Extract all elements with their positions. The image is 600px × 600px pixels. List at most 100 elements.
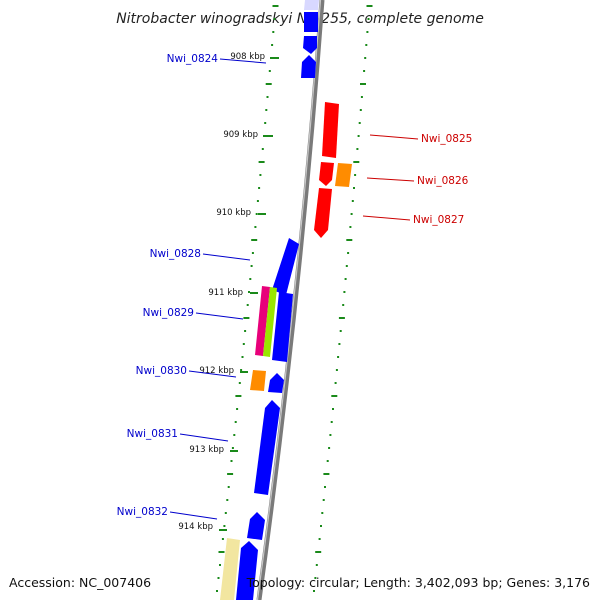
- outer-track-dot: [313, 590, 315, 592]
- gene-label-nwi-0826[interactable]: Nwi_0826: [417, 175, 469, 187]
- outer-track-dot: [321, 512, 324, 514]
- outer-track-dot: [330, 421, 333, 423]
- outer-track-dot: [338, 317, 345, 319]
- gene-feature-nwi-0828: [272, 238, 299, 295]
- scale-label-910: 910 kbp: [216, 208, 251, 218]
- outer-track-dot: [314, 577, 317, 579]
- inner-track-dot: [255, 213, 258, 215]
- inner-track-dot: [233, 434, 236, 436]
- inner-track-dot: [219, 564, 221, 566]
- outer-track-dot: [363, 70, 366, 72]
- inner-track-dot: [268, 70, 271, 72]
- outer-track-dot: [342, 304, 345, 306]
- inner-track-dot: [273, 18, 276, 20]
- outer-track-dot: [360, 96, 363, 98]
- inner-track-dot: [258, 187, 261, 189]
- outer-track-dot: [324, 486, 326, 488]
- inner-track-dot: [263, 135, 265, 137]
- outer-track-dot: [347, 252, 350, 254]
- outer-track-dot: [323, 473, 330, 475]
- gene-label-nwi-0827[interactable]: Nwi_0827: [413, 214, 464, 226]
- inner-track-dot: [218, 551, 225, 553]
- outer-track-dot: [335, 369, 338, 371]
- outer-track-dot: [364, 57, 367, 59]
- connector-nwi-0829: [195, 312, 244, 320]
- gene-feature: [304, 0, 319, 10]
- scale: 908 kbp 909 kbp 910 kbp 911 kbp 912 kbp …: [178, 52, 279, 532]
- outer-track-dot: [328, 447, 331, 449]
- gene-feature: [304, 12, 318, 32]
- inner-track-dot: [217, 577, 220, 579]
- gene-label-nwi-0832[interactable]: Nwi_0832: [117, 506, 168, 518]
- scale-label-914: 914 kbp: [178, 522, 213, 532]
- gene-feature-nwi-0827: [314, 188, 332, 238]
- inner-track-dot: [230, 460, 233, 462]
- feature-lime: [263, 287, 277, 357]
- inner-track-dot: [216, 590, 218, 592]
- inner-track-dot: [227, 486, 230, 488]
- gene-label-nwi-0831[interactable]: Nwi_0831: [127, 428, 178, 440]
- inner-track-dot: [265, 83, 272, 85]
- gene-label-nwi-0830[interactable]: Nwi_0830: [136, 365, 187, 377]
- gene-label-nwi-0829[interactable]: Nwi_0829: [143, 307, 194, 319]
- connector-nwi-0825: [369, 134, 419, 140]
- outer-track-dot: [351, 200, 354, 202]
- connector-nwi-0826: [366, 177, 415, 182]
- gene-feature-nwi-0831: [254, 400, 280, 495]
- gene-feature: [236, 541, 258, 600]
- feature-magenta: [255, 286, 270, 356]
- gene-label-nwi-0825[interactable]: Nwi_0825: [421, 133, 472, 145]
- inner-track-dot: [271, 44, 274, 46]
- scale-label-912: 912 kbp: [199, 366, 234, 376]
- inner-track-dot: [251, 252, 254, 254]
- gene-feature-nwi-0829: [272, 292, 293, 362]
- inner-track-dot: [248, 291, 250, 293]
- outer-track-dot: [358, 122, 361, 124]
- connector-nwi-0830: [188, 370, 237, 378]
- inner-track-dot: [240, 369, 243, 371]
- outer-track-dot: [353, 161, 360, 163]
- inner-track-dot: [231, 447, 234, 449]
- gene-label-nwi-0828[interactable]: Nwi_0828: [150, 248, 201, 260]
- gene-feature-nwi-0832: [247, 512, 265, 540]
- outer-track-dot: [346, 239, 353, 241]
- inner-track-dot: [246, 304, 249, 306]
- outer-track-dot: [334, 382, 337, 384]
- outer-track-dot: [345, 265, 348, 267]
- outer-track-dot: [365, 44, 368, 46]
- outer-track-dot: [353, 187, 355, 189]
- outer-track-dot: [320, 525, 322, 527]
- inner-track-dot: [259, 174, 262, 176]
- outer-track-dot: [318, 538, 321, 540]
- inner-track-dot: [236, 408, 239, 410]
- tick-tracks: [216, 5, 373, 592]
- inner-track-dot: [226, 499, 229, 501]
- inner-track-dot: [244, 330, 247, 332]
- gene-feature-nwi-0830: [268, 373, 284, 393]
- outer-track-dot: [366, 31, 369, 33]
- map-title: Nitrobacter winogradskyi Nb-255, complet…: [116, 11, 484, 27]
- outer-track-dot: [356, 148, 359, 150]
- inner-track-dot: [227, 473, 234, 475]
- outer-track-dot: [331, 395, 338, 397]
- outer-track-dot: [357, 135, 360, 137]
- outer-track-dot: [337, 356, 340, 358]
- gene-feature-nwi-0826: [319, 162, 334, 186]
- gene-label-nwi-0824[interactable]: Nwi_0824: [167, 53, 219, 65]
- scale-label-911: 911 kbp: [208, 288, 243, 298]
- connector-nwi-0831: [179, 433, 229, 442]
- inner-track-dot: [251, 239, 258, 241]
- forward-features: [220, 0, 319, 600]
- outer-track-dot: [350, 213, 353, 215]
- connector-nwi-0832: [169, 511, 218, 520]
- inner-track-dot: [234, 421, 237, 423]
- outer-track-dot: [354, 174, 357, 176]
- label-connectors: [169, 58, 419, 520]
- inner-track-dot: [266, 96, 269, 98]
- outer-track-dot: [349, 226, 352, 228]
- genome-backbone: [256, 0, 325, 600]
- connector-nwi-0827: [362, 215, 411, 221]
- reverse-features: [314, 102, 352, 238]
- outer-track-dot: [315, 551, 322, 553]
